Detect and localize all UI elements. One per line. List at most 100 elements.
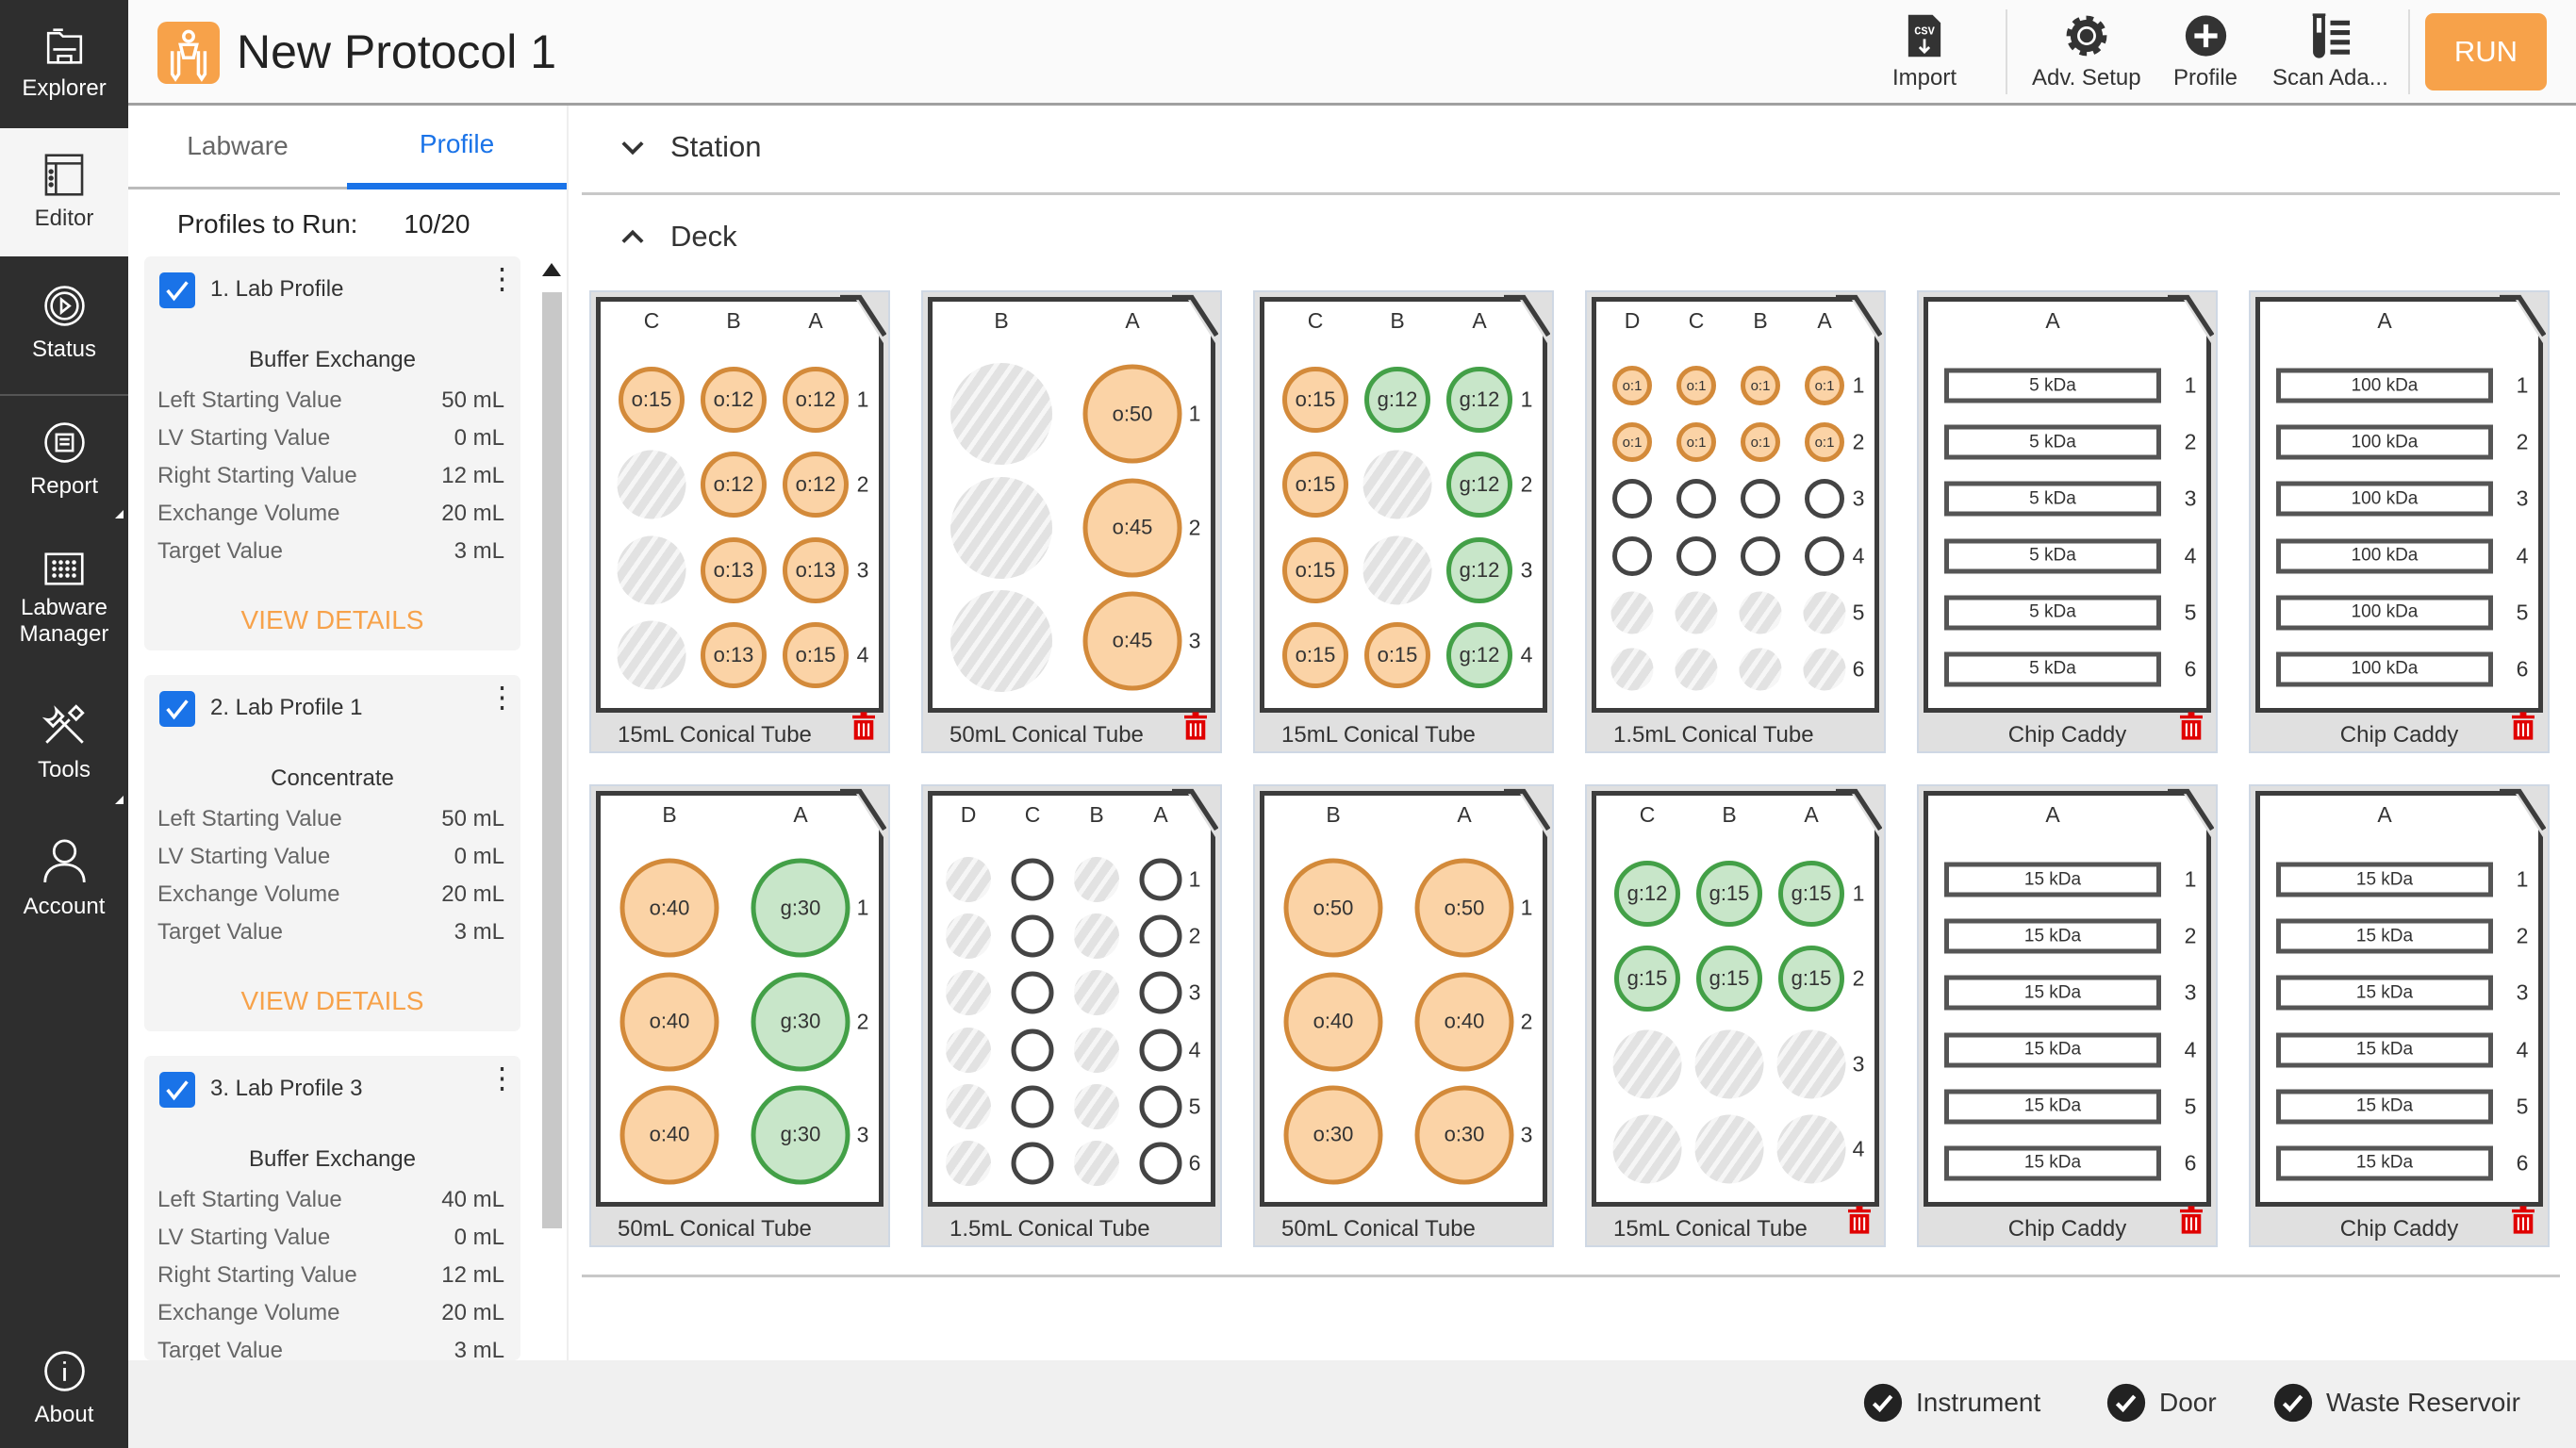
tube-well-unavailable[interactable] bbox=[1611, 591, 1654, 634]
tube-well-filled-orange[interactable]: o:12 bbox=[783, 452, 849, 518]
tube-well-filled-orange[interactable]: o:50 bbox=[1415, 859, 1514, 958]
tube-well-unavailable[interactable] bbox=[618, 535, 686, 604]
tube-well-unavailable[interactable] bbox=[1074, 1084, 1119, 1129]
delete-rack-button[interactable] bbox=[1184, 712, 1207, 745]
tube-well-filled-orange[interactable]: o:15 bbox=[783, 622, 849, 688]
tube-well-filled-orange[interactable]: o:40 bbox=[620, 859, 719, 958]
trash-icon[interactable] bbox=[1848, 1206, 1871, 1234]
tube-well-filled-green[interactable]: g:30 bbox=[751, 1085, 850, 1184]
sidebar-item-explorer[interactable]: Explorer bbox=[0, 0, 128, 128]
trash-icon[interactable] bbox=[2180, 712, 2203, 740]
trash-icon[interactable] bbox=[2180, 1206, 2203, 1234]
run-button[interactable]: RUN bbox=[2425, 13, 2547, 90]
chip-slot[interactable]: 5 kDa bbox=[1944, 595, 2161, 630]
delete-rack-button[interactable] bbox=[852, 712, 875, 745]
labware-rack[interactable]: C B A 1 o:15 g:12 g:12 2 o:15 g:12 3 o:15 g:12 4 o:15 o… bbox=[1253, 290, 1554, 753]
trash-icon[interactable] bbox=[2512, 712, 2535, 740]
tube-well-empty[interactable] bbox=[1741, 536, 1780, 576]
tube-well-unavailable[interactable] bbox=[950, 363, 1052, 465]
tube-well-empty[interactable] bbox=[1012, 915, 1054, 958]
tube-well-filled-green[interactable]: g:12 bbox=[1446, 452, 1512, 518]
labware-rack[interactable]: A 1 100 kDa 2 100 kDa 3 100 kDa 4 100 kDa 5 100 kD… bbox=[2249, 290, 2550, 753]
tube-well-filled-orange[interactable]: o:15 bbox=[619, 367, 685, 433]
delete-rack-button[interactable] bbox=[2180, 1206, 2203, 1239]
tube-well-filled-orange[interactable]: o:30 bbox=[1415, 1085, 1514, 1184]
tube-well-filled-green[interactable]: g:30 bbox=[751, 972, 850, 1071]
tube-well-unavailable[interactable] bbox=[1363, 451, 1432, 519]
tube-well-filled-green[interactable]: g:15 bbox=[1614, 946, 1680, 1012]
chip-slot[interactable]: 5 kDa bbox=[1944, 369, 2161, 403]
tube-well-empty[interactable] bbox=[1012, 1085, 1054, 1127]
tube-well-empty[interactable] bbox=[1805, 536, 1844, 576]
tube-well-filled-orange[interactable]: o:13 bbox=[701, 537, 767, 603]
view-details-link[interactable]: VIEW DETAILS bbox=[240, 986, 424, 1015]
tube-well-unavailable[interactable] bbox=[1074, 970, 1119, 1015]
sidebar-item-status[interactable]: Status bbox=[0, 256, 128, 391]
tube-well-empty[interactable] bbox=[1140, 915, 1182, 958]
import-button[interactable]: CSV Import bbox=[1892, 13, 1957, 91]
tube-well-unavailable[interactable] bbox=[1740, 648, 1782, 690]
tube-well-filled-orange[interactable]: o:15 bbox=[1282, 367, 1348, 433]
tube-well-empty[interactable] bbox=[1676, 479, 1716, 518]
tube-well-unavailable[interactable] bbox=[1740, 591, 1782, 634]
sidebar-item-labware-manager[interactable]: Labware Manager bbox=[0, 529, 128, 670]
more-options-icon[interactable]: ⋮ bbox=[487, 262, 517, 295]
labware-rack[interactable]: A 1 15 kDa 2 15 kDa 3 15 kDa 4 15 kDa 5 15 kDa 6 15 … bbox=[2249, 784, 2550, 1247]
tube-well-filled-orange[interactable]: o:12 bbox=[701, 452, 767, 518]
tube-well-empty[interactable] bbox=[1140, 1142, 1182, 1184]
delete-rack-button[interactable] bbox=[2512, 1206, 2535, 1239]
chip-slot[interactable]: 100 kDa bbox=[2276, 651, 2493, 686]
tube-well-empty[interactable] bbox=[1012, 1028, 1054, 1071]
tube-well-filled-green[interactable]: g:12 bbox=[1446, 537, 1512, 603]
tube-well-unavailable[interactable] bbox=[950, 590, 1052, 692]
delete-rack-button[interactable] bbox=[1848, 1206, 1871, 1239]
chip-slot[interactable]: 5 kDa bbox=[1944, 482, 2161, 517]
chip-slot[interactable]: 15 kDa bbox=[1944, 976, 2161, 1011]
tube-well-filled-orange[interactable]: o:50 bbox=[1083, 365, 1182, 464]
tube-well-filled-green[interactable]: g:15 bbox=[1696, 946, 1762, 1012]
tube-well-empty[interactable] bbox=[1741, 479, 1780, 518]
tube-well-filled-green[interactable]: g:12 bbox=[1446, 367, 1512, 433]
tube-well-unavailable[interactable] bbox=[1074, 1028, 1119, 1073]
tube-well-unavailable[interactable] bbox=[1074, 1141, 1119, 1186]
tube-well-filled-orange[interactable]: o:1 bbox=[1741, 422, 1780, 462]
chip-slot[interactable]: 15 kDa bbox=[1944, 919, 2161, 954]
trash-icon[interactable] bbox=[852, 712, 875, 740]
tube-well-empty[interactable] bbox=[1012, 859, 1054, 901]
labware-rack[interactable]: D C B A 1 2 3 4 5 6 1.5mL Conical Tube bbox=[921, 784, 1222, 1247]
labware-rack[interactable]: B A 1 o:50 o:50 2 o:40 o:40 3 o:30 o:30 50mL Conic… bbox=[1253, 784, 1554, 1247]
tube-well-filled-orange[interactable]: o:40 bbox=[620, 972, 719, 1071]
sidebar-item-report[interactable]: Report bbox=[0, 394, 128, 525]
tube-well-unavailable[interactable] bbox=[1676, 648, 1718, 690]
chip-slot[interactable]: 15 kDa bbox=[2276, 863, 2493, 897]
delete-rack-button[interactable] bbox=[2512, 712, 2535, 745]
tube-well-unavailable[interactable] bbox=[1695, 1029, 1764, 1098]
profile-list-scrollbar[interactable] bbox=[539, 263, 564, 1360]
labware-rack[interactable]: D C B A 1 o:1 o:1 o:1 o:1 2 o:1 o:1 o:1 o:1 3 4 5 6 1.5mL… bbox=[1585, 290, 1886, 753]
chip-slot[interactable]: 15 kDa bbox=[2276, 1145, 2493, 1180]
labware-rack[interactable]: A 1 5 kDa 2 5 kDa 3 5 kDa 4 5 kDa 5 5 kDa 6 5 kDa Ch… bbox=[1917, 290, 2218, 753]
tube-well-empty[interactable] bbox=[1612, 479, 1652, 518]
chip-slot[interactable]: 100 kDa bbox=[2276, 369, 2493, 403]
sidebar-item-about[interactable]: About bbox=[0, 1330, 128, 1448]
trash-icon[interactable] bbox=[2512, 1206, 2535, 1234]
tube-well-filled-orange[interactable]: o:1 bbox=[1676, 366, 1716, 405]
more-options-icon[interactable]: ⋮ bbox=[487, 1061, 517, 1094]
labware-rack[interactable]: B A 1 o:40 g:30 2 o:40 g:30 3 o:40 g:30 50mL Conic… bbox=[589, 784, 890, 1247]
tube-well-unavailable[interactable] bbox=[1777, 1114, 1846, 1183]
tube-well-unavailable[interactable] bbox=[1074, 857, 1119, 902]
tube-well-filled-green[interactable]: g:15 bbox=[1696, 861, 1762, 927]
tube-well-empty[interactable] bbox=[1140, 972, 1182, 1014]
chip-slot[interactable]: 15 kDa bbox=[2276, 1032, 2493, 1067]
tube-well-unavailable[interactable] bbox=[1363, 535, 1432, 604]
tube-well-filled-orange[interactable]: o:13 bbox=[783, 537, 849, 603]
tube-well-filled-orange[interactable]: o:15 bbox=[1282, 537, 1348, 603]
tube-well-filled-green[interactable]: g:30 bbox=[751, 859, 850, 958]
chip-slot[interactable]: 15 kDa bbox=[1944, 1145, 2161, 1180]
tube-well-filled-orange[interactable]: o:12 bbox=[701, 367, 767, 433]
view-details-link[interactable]: VIEW DETAILS bbox=[240, 605, 424, 634]
tube-well-filled-orange[interactable]: o:1 bbox=[1612, 422, 1652, 462]
tube-well-filled-orange[interactable]: o:45 bbox=[1083, 591, 1182, 690]
chip-slot[interactable]: 15 kDa bbox=[2276, 976, 2493, 1011]
tube-well-filled-orange[interactable]: o:45 bbox=[1083, 478, 1182, 577]
